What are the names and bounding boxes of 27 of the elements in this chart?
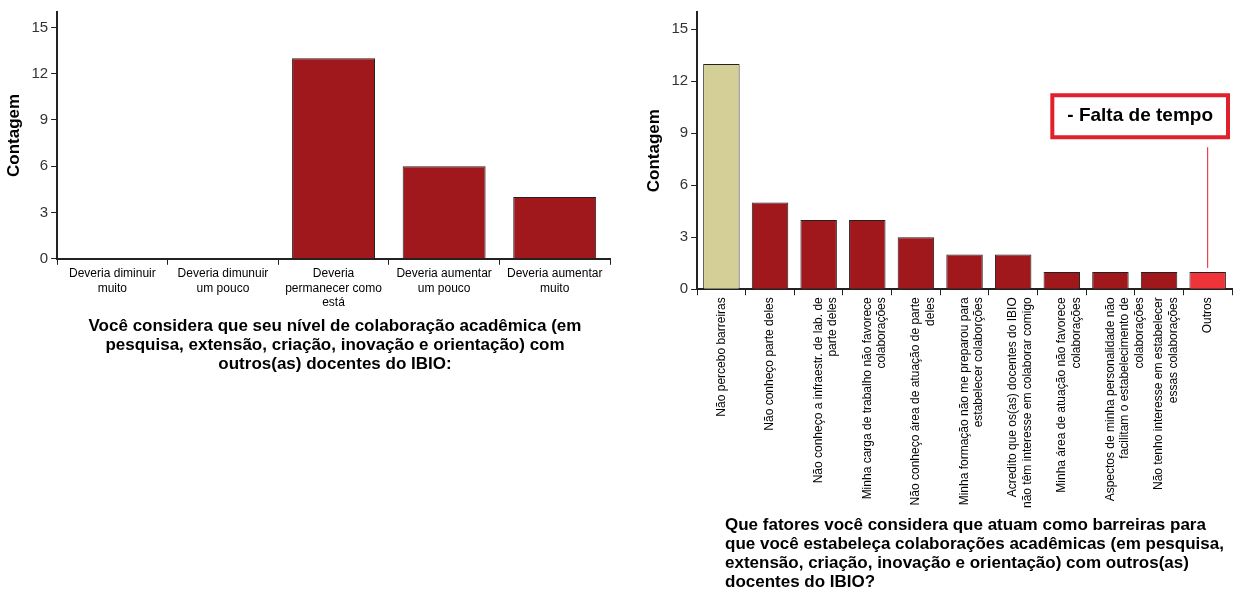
x-tick-label: Não conheço área de atuação de parte deles bbox=[908, 296, 937, 506]
y-tick-label: 12 bbox=[31, 63, 49, 81]
x-tick-label: Deveria aumentar muito bbox=[507, 266, 603, 295]
y-tick-label: 9 bbox=[679, 123, 689, 141]
y-tick-label: 6 bbox=[39, 156, 49, 174]
y-axis-title: Contagem bbox=[643, 109, 663, 193]
y-tick-label: 3 bbox=[679, 227, 689, 245]
x-tick-label: Não conheço a infraestr. de lab. de parte deles bbox=[810, 296, 840, 484]
y-tick-label: 6 bbox=[679, 175, 689, 193]
x-tick-label: Outros bbox=[1200, 297, 1214, 334]
x-tick-label: Deveria dimunuir um pouco bbox=[177, 266, 269, 295]
y-tick-label: 0 bbox=[39, 248, 49, 266]
y-tick-label: 0 bbox=[679, 279, 689, 297]
y-tick-label: 3 bbox=[39, 202, 49, 220]
x-tick-label: Deveria aumentar um pouco bbox=[396, 266, 492, 295]
x-tick-label: Deveria diminuir muito bbox=[69, 266, 156, 295]
annotation: - Falta de tempo bbox=[1067, 104, 1213, 126]
x-tick-label: Não percebo barreiras bbox=[713, 297, 728, 417]
x-axis-title: Que fatores você considera que atuam como barreiras para que você estabeleça colaborações acadêmicas (em pesquisa, extensão, criação, inovação e orientação) com outros(as) docentes do IBIO? bbox=[725, 515, 1225, 591]
y-axis-title: Contagem bbox=[3, 93, 23, 177]
x-axis-title: Você considera que seu nível de colaboração acadêmica (em pesquisa, extensão, criação, inovação e orientação) com outros(as) docentes do IBIO: bbox=[87, 316, 583, 373]
y-tick-label: 9 bbox=[39, 110, 49, 128]
y-tick-label: 15 bbox=[31, 17, 49, 35]
y-tick-label: 12 bbox=[671, 71, 689, 89]
y-tick-label: 15 bbox=[671, 19, 689, 37]
x-tick-label: Não conheço parte deles bbox=[762, 297, 777, 431]
x-tick-label: Deveria permanecer como está bbox=[285, 266, 383, 310]
